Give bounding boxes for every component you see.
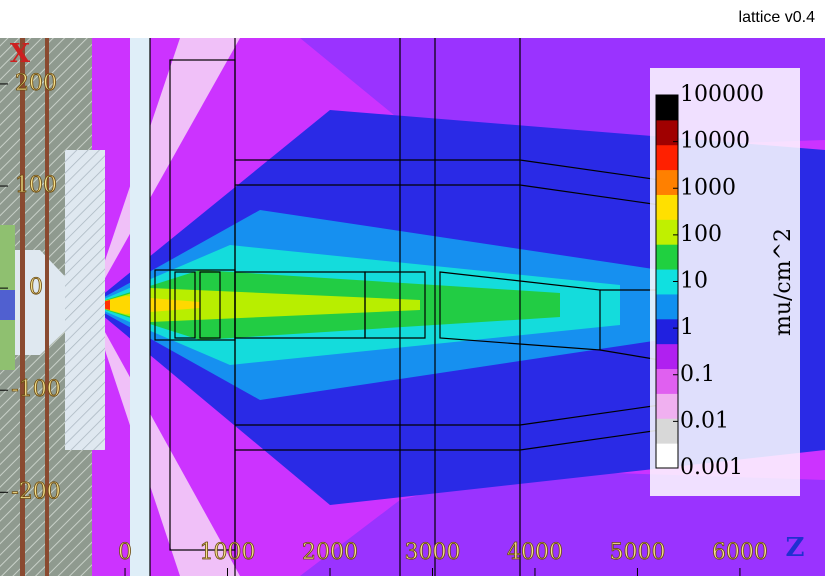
colorbar-band	[656, 369, 678, 394]
colorbar-band	[656, 95, 678, 120]
colorbar-band	[656, 344, 678, 369]
colorbar-band	[656, 145, 678, 170]
x-tick-label: 1000	[200, 540, 256, 565]
y-tick-label: -200	[11, 479, 60, 504]
x-tick-label: 5000	[609, 540, 665, 565]
colorbar-tick-label: 1000	[680, 175, 736, 200]
x-tick-label: 6000	[712, 540, 768, 565]
y-tick-label: 100	[15, 173, 57, 198]
colorbar-tick-label: 10000	[680, 129, 750, 154]
colorbar-tick-label: 0.1	[680, 362, 715, 387]
colorbar-tick-label: 100000	[680, 82, 764, 107]
colorbar-tick-label: 0.01	[680, 408, 729, 433]
colorbar-band	[656, 393, 678, 418]
y-tick-label: 200	[15, 71, 57, 96]
colorbar-tick-label: 0.001	[680, 455, 743, 480]
x-tick-label: 0	[118, 540, 132, 565]
y-tick-label: -100	[11, 377, 60, 402]
colorbar-band	[656, 319, 678, 344]
x-tick-label: 3000	[404, 540, 460, 565]
colorbar-band	[656, 244, 678, 269]
colorbar-band	[656, 294, 678, 319]
colorbar-label: mu/cm^2	[771, 228, 796, 336]
x-tick-label: 4000	[507, 540, 563, 565]
colorbar-band	[656, 418, 678, 443]
chart: 1000001000010001001010.10.010.001 lattic…	[0, 0, 825, 576]
colorbar-tick-label: 100	[680, 222, 722, 247]
chart-title: lattice v0.4	[739, 9, 816, 26]
x-tick-label: 2000	[302, 540, 358, 565]
y-tick-label: 0	[29, 275, 43, 300]
y-axis-label: X	[10, 39, 31, 69]
colorbar-tick-label: 10	[680, 269, 708, 294]
colorbar-band	[656, 443, 678, 468]
colorbar-band	[656, 194, 678, 219]
colorbar-tick-label: 1	[680, 315, 694, 340]
colorbar-band	[656, 219, 678, 244]
x-axis-label: Z	[786, 533, 805, 563]
colorbar-band	[656, 170, 678, 195]
